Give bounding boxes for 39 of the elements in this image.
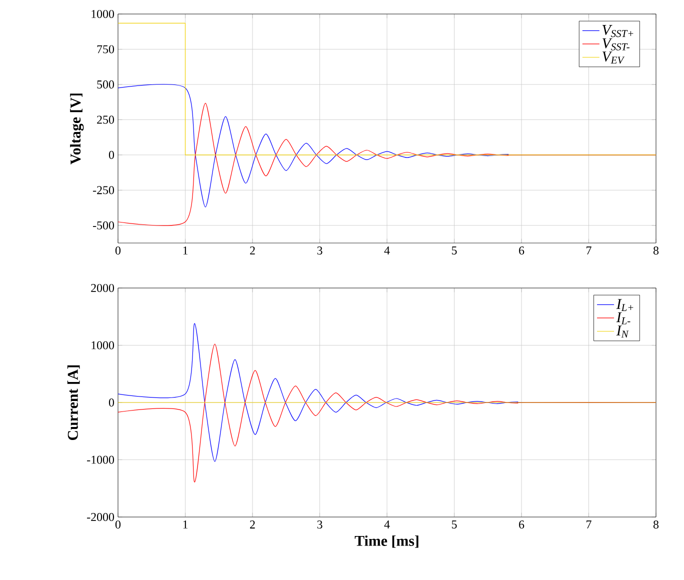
y-axis-title: Voltage [V] bbox=[70, 94, 84, 164]
x-tick-label: 8 bbox=[653, 520, 659, 529]
x-tick-label: 8 bbox=[653, 246, 659, 255]
x-tick-label: 0 bbox=[115, 520, 121, 529]
y-tick-label: -500 bbox=[93, 221, 114, 230]
x-tick-label: 3 bbox=[317, 520, 322, 529]
y-axis-title: Current [A] bbox=[67, 365, 80, 440]
y-tick-label: -1000 bbox=[87, 456, 114, 464]
y-tick-label: 0 bbox=[108, 398, 114, 407]
x-axis-title: Time [ms] bbox=[354, 535, 418, 548]
legend-label: V$_{EV}$ bbox=[602, 52, 625, 64]
x-tick-label: 0 bbox=[115, 246, 121, 255]
x-tick-label: 1 bbox=[183, 520, 188, 528]
x-tick-label: 6 bbox=[519, 246, 524, 255]
y-tick-label: 2000 bbox=[91, 284, 114, 292]
y-tick-label: 1000 bbox=[92, 341, 114, 350]
x-tick-label: 4 bbox=[384, 246, 390, 254]
x-tick-label: 2 bbox=[250, 520, 255, 528]
legend-label: I$_{N}$ bbox=[616, 326, 629, 338]
x-tick-label: 7 bbox=[586, 246, 592, 254]
y-tick-label: 250 bbox=[97, 116, 114, 124]
legend-label: V$_{SST+}$ bbox=[602, 25, 634, 38]
y-tick-label: 500 bbox=[97, 80, 114, 88]
y-tick-label: 0 bbox=[108, 150, 114, 159]
x-tick-label: 4 bbox=[384, 520, 390, 528]
y-tick-label: 750 bbox=[97, 45, 114, 54]
x-tick-label: 1 bbox=[183, 246, 188, 254]
y-tick-label: -2000 bbox=[87, 512, 114, 522]
x-tick-label: 5 bbox=[452, 246, 457, 254]
legend-label: I$_{L-}$ bbox=[616, 312, 630, 324]
x-tick-label: 3 bbox=[317, 246, 322, 255]
y-tick-label: 1000 bbox=[92, 10, 114, 18]
x-tick-label: 7 bbox=[586, 520, 592, 528]
x-tick-label: 5 bbox=[452, 520, 457, 528]
legend-label: I$_{L+}$ bbox=[616, 299, 634, 311]
x-tick-label: 2 bbox=[250, 246, 255, 254]
y-tick-label: -250 bbox=[93, 186, 114, 194]
legend-label: V$_{SST-}$ bbox=[602, 38, 630, 50]
x-tick-label: 6 bbox=[519, 520, 524, 529]
